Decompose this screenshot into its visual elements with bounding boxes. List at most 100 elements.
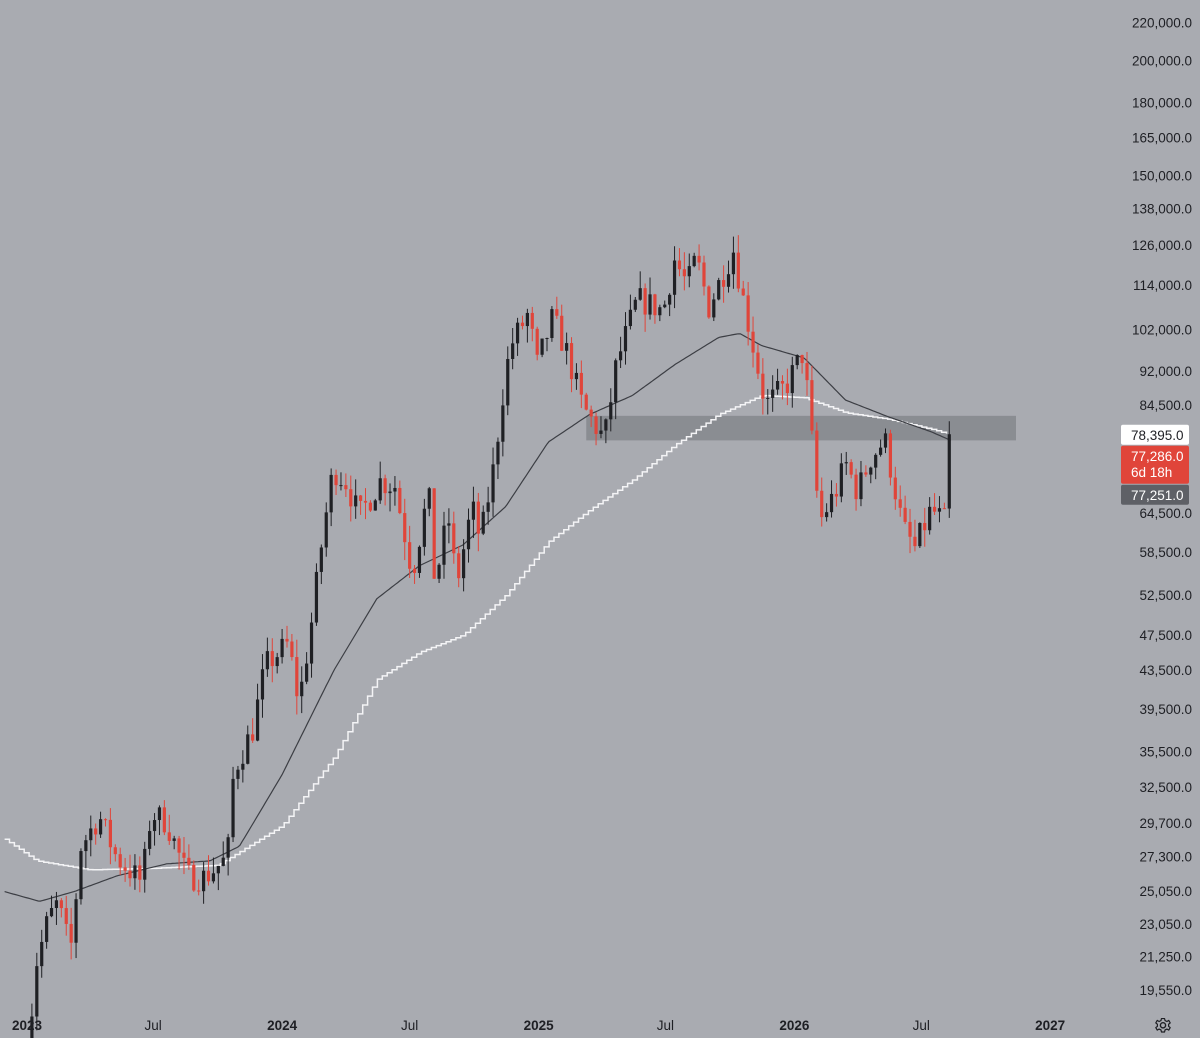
- price-tick-label: 165,000.0: [1132, 130, 1192, 145]
- candle: [648, 277, 652, 320]
- candle: [45, 911, 49, 949]
- candle: [530, 306, 534, 342]
- candle: [677, 248, 682, 277]
- candle: [697, 244, 701, 271]
- candle: [766, 389, 770, 415]
- price-axis[interactable]: 220,000.0 200,000.0 180,000.0 165,000.0 150,…: [1132, 15, 1192, 998]
- candle: [354, 479, 358, 519]
- price-tick-label: 114,000.0: [1133, 278, 1192, 293]
- price-tick-label: 102,000.0: [1132, 323, 1192, 338]
- candle: [172, 835, 176, 850]
- gear-icon[interactable]: [1155, 1017, 1171, 1033]
- candle: [118, 847, 122, 876]
- candle: [408, 525, 412, 579]
- candle: [152, 813, 157, 846]
- candle: [216, 865, 220, 891]
- candle: [314, 563, 319, 626]
- price-tick-label: 23,050.0: [1139, 917, 1192, 932]
- candle: [707, 285, 711, 319]
- candle: [59, 898, 63, 918]
- candle: [260, 654, 265, 718]
- candle: [898, 485, 902, 517]
- candle: [466, 508, 471, 563]
- candle: [255, 683, 260, 742]
- candle: [942, 502, 946, 510]
- price-tick-label: 220,000.0: [1132, 15, 1192, 30]
- candle: [437, 563, 441, 584]
- candle: [417, 545, 422, 578]
- candle: [491, 447, 495, 517]
- candle: [525, 308, 529, 343]
- candle: [638, 271, 642, 301]
- candle: [515, 317, 520, 356]
- candle: [270, 638, 274, 683]
- candle: [918, 522, 922, 549]
- candle: [496, 437, 500, 479]
- candle: [128, 854, 132, 887]
- candle: [731, 236, 736, 289]
- time-tick-label: 2024: [267, 1018, 298, 1033]
- candle: [643, 283, 647, 332]
- candle: [447, 508, 451, 544]
- price-tick-label: 92,000.0: [1139, 364, 1192, 379]
- candle: [771, 375, 775, 412]
- candle: [108, 808, 112, 865]
- candle: [923, 507, 927, 547]
- candle: [251, 718, 255, 743]
- time-tick-label: Jul: [657, 1018, 674, 1033]
- candle: [265, 637, 269, 677]
- candle: [432, 488, 436, 579]
- candle: [275, 652, 279, 674]
- time-axis[interactable]: 2023 Jul 2024 Jul 2025 Jul 2026 Jul 2027: [12, 1018, 1065, 1033]
- candle: [383, 474, 387, 506]
- candle: [211, 857, 216, 884]
- candle: [471, 486, 476, 538]
- price-tag-text: 77,286.0: [1131, 449, 1184, 464]
- price-tick-label: 64,500.0: [1139, 506, 1192, 521]
- candle: [452, 511, 456, 564]
- candle: [795, 354, 799, 370]
- candle: [569, 337, 574, 393]
- candle: [290, 633, 294, 661]
- price-tick-label: 200,000.0: [1132, 53, 1192, 68]
- candle: [928, 497, 932, 535]
- candle: [398, 480, 402, 515]
- price-tick-label: 43,500.0: [1139, 663, 1192, 678]
- candle: [280, 628, 284, 664]
- resistance-zone-layer: [586, 415, 1016, 441]
- candle: [202, 862, 206, 904]
- price-tick-label: 35,500.0: [1139, 744, 1192, 759]
- candle: [574, 363, 579, 390]
- candle: [300, 666, 304, 714]
- candle: [736, 235, 740, 293]
- price-tick-label: 180,000.0: [1132, 95, 1192, 110]
- candle: [555, 296, 559, 319]
- candle: [486, 486, 490, 525]
- candle: [565, 332, 569, 365]
- candle: [545, 337, 549, 352]
- candle: [854, 468, 858, 511]
- candle: [285, 625, 289, 648]
- candle: [481, 505, 485, 536]
- candle: [363, 488, 368, 520]
- candle: [35, 952, 39, 1031]
- candle: [197, 879, 201, 896]
- candle: [560, 304, 564, 352]
- candle: [618, 336, 623, 369]
- candle: [422, 498, 426, 556]
- candle: [138, 856, 142, 893]
- candle: [932, 493, 937, 516]
- candle: [712, 293, 716, 322]
- candle: [628, 294, 633, 330]
- candle: [604, 418, 608, 444]
- time-tick-label: 2026: [779, 1018, 810, 1033]
- candle: [623, 312, 628, 365]
- candle: [64, 895, 68, 936]
- candle: [501, 389, 505, 457]
- candle: [393, 476, 397, 506]
- candle: [579, 360, 583, 409]
- price-tick-label: 84,500.0: [1139, 398, 1192, 413]
- candle: [221, 841, 225, 867]
- candle: [687, 253, 691, 288]
